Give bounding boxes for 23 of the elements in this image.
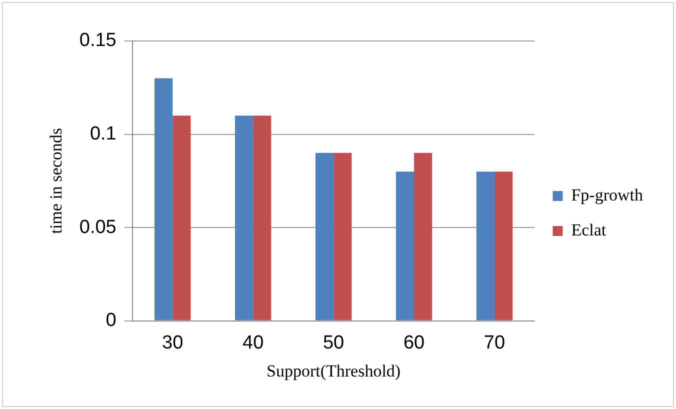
x-tick-label: 30	[162, 332, 184, 354]
bar	[396, 172, 414, 320]
bar	[234, 116, 254, 320]
legend-label: Eclat	[571, 220, 606, 240]
y-axis-title: time in seconds	[46, 128, 66, 234]
bar	[494, 172, 513, 320]
bar	[476, 172, 494, 320]
bar	[253, 116, 272, 320]
bar	[414, 152, 432, 320]
y-tick-label: 0.1	[90, 124, 116, 144]
x-tick-label: 70	[484, 332, 506, 354]
x-axis-title: Support(Threshold)	[266, 361, 401, 380]
x-tick-label: 50	[322, 332, 344, 354]
x-tick-label: 60	[403, 332, 425, 354]
bar	[172, 116, 191, 320]
bar	[315, 152, 334, 320]
legend-label: Fp-growth	[571, 185, 644, 204]
x-tick-label: 40	[242, 332, 264, 354]
bar	[334, 152, 352, 320]
y-tick-label: 0.15	[79, 30, 116, 52]
y-tick-label: 0.05	[79, 216, 116, 238]
y-tick-label: 0	[106, 310, 116, 332]
bar	[154, 78, 173, 320]
